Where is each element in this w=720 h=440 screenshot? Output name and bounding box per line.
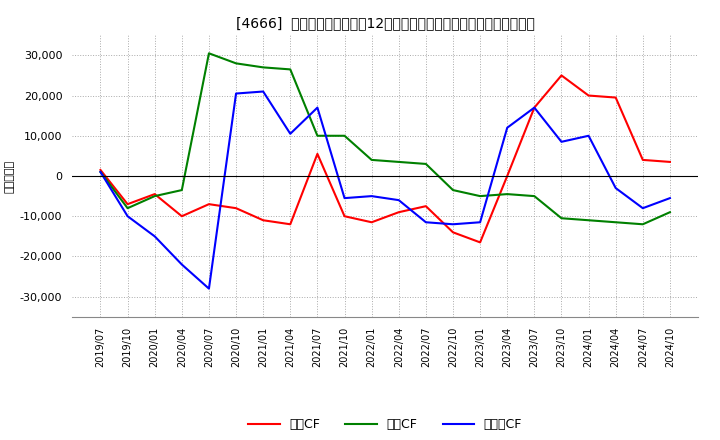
- フリーCF: [665, 195, 674, 201]
- 投資CF: [665, 209, 674, 215]
- 営業CF: [232, 205, 240, 211]
- フリーCF: [232, 91, 240, 96]
- 営業CF: [204, 202, 213, 207]
- フリーCF: [584, 133, 593, 139]
- 投資CF: [503, 191, 511, 197]
- フリーCF: [421, 220, 430, 225]
- 営業CF: [313, 151, 322, 157]
- 営業CF: [584, 93, 593, 98]
- フリーCF: [611, 185, 620, 191]
- 営業CF: [449, 230, 457, 235]
- 営業CF: [557, 73, 566, 78]
- 投資CF: [96, 169, 105, 175]
- 投資CF: [367, 157, 376, 162]
- 投資CF: [421, 161, 430, 167]
- Line: 投資CF: 投資CF: [101, 53, 670, 224]
- 営業CF: [476, 240, 485, 245]
- 営業CF: [530, 105, 539, 110]
- Legend: 営業CF, 投資CF, フリーCF: 営業CF, 投資CF, フリーCF: [243, 413, 527, 436]
- フリーCF: [367, 194, 376, 199]
- フリーCF: [530, 105, 539, 110]
- フリーCF: [639, 205, 647, 211]
- Line: 営業CF: 営業CF: [101, 75, 670, 242]
- 営業CF: [611, 95, 620, 100]
- 投資CF: [123, 205, 132, 211]
- 営業CF: [123, 202, 132, 207]
- フリーCF: [313, 105, 322, 110]
- 営業CF: [639, 157, 647, 162]
- フリーCF: [178, 262, 186, 267]
- フリーCF: [259, 89, 268, 94]
- 投資CF: [150, 194, 159, 199]
- 投資CF: [639, 222, 647, 227]
- 投資CF: [341, 133, 349, 139]
- フリーCF: [123, 213, 132, 219]
- 投資CF: [204, 51, 213, 56]
- Line: フリーCF: フリーCF: [101, 92, 670, 289]
- 投資CF: [557, 216, 566, 221]
- 営業CF: [421, 204, 430, 209]
- 投資CF: [584, 218, 593, 223]
- 投資CF: [611, 220, 620, 225]
- フリーCF: [557, 139, 566, 144]
- フリーCF: [395, 198, 403, 203]
- 営業CF: [341, 213, 349, 219]
- フリーCF: [286, 131, 294, 136]
- 投資CF: [313, 133, 322, 139]
- フリーCF: [449, 222, 457, 227]
- 投資CF: [286, 67, 294, 72]
- 投資CF: [232, 61, 240, 66]
- フリーCF: [503, 125, 511, 130]
- 投資CF: [395, 159, 403, 165]
- 営業CF: [178, 213, 186, 219]
- フリーCF: [341, 195, 349, 201]
- 投資CF: [259, 65, 268, 70]
- フリーCF: [204, 286, 213, 291]
- 投資CF: [178, 187, 186, 193]
- フリーCF: [476, 220, 485, 225]
- 営業CF: [259, 218, 268, 223]
- 営業CF: [96, 167, 105, 172]
- 営業CF: [503, 173, 511, 179]
- 営業CF: [286, 222, 294, 227]
- フリーCF: [150, 234, 159, 239]
- Y-axis label: （百万円）: （百万円）: [4, 159, 14, 193]
- 投資CF: [476, 194, 485, 199]
- 営業CF: [395, 209, 403, 215]
- 営業CF: [367, 220, 376, 225]
- フリーCF: [96, 169, 105, 175]
- 営業CF: [150, 191, 159, 197]
- 営業CF: [665, 159, 674, 165]
- Title: [4666]  キャッシュフローの12か月移動合計の対前年同期増減額の推移: [4666] キャッシュフローの12か月移動合計の対前年同期増減額の推移: [235, 16, 535, 30]
- 投資CF: [530, 194, 539, 199]
- 投資CF: [449, 187, 457, 193]
